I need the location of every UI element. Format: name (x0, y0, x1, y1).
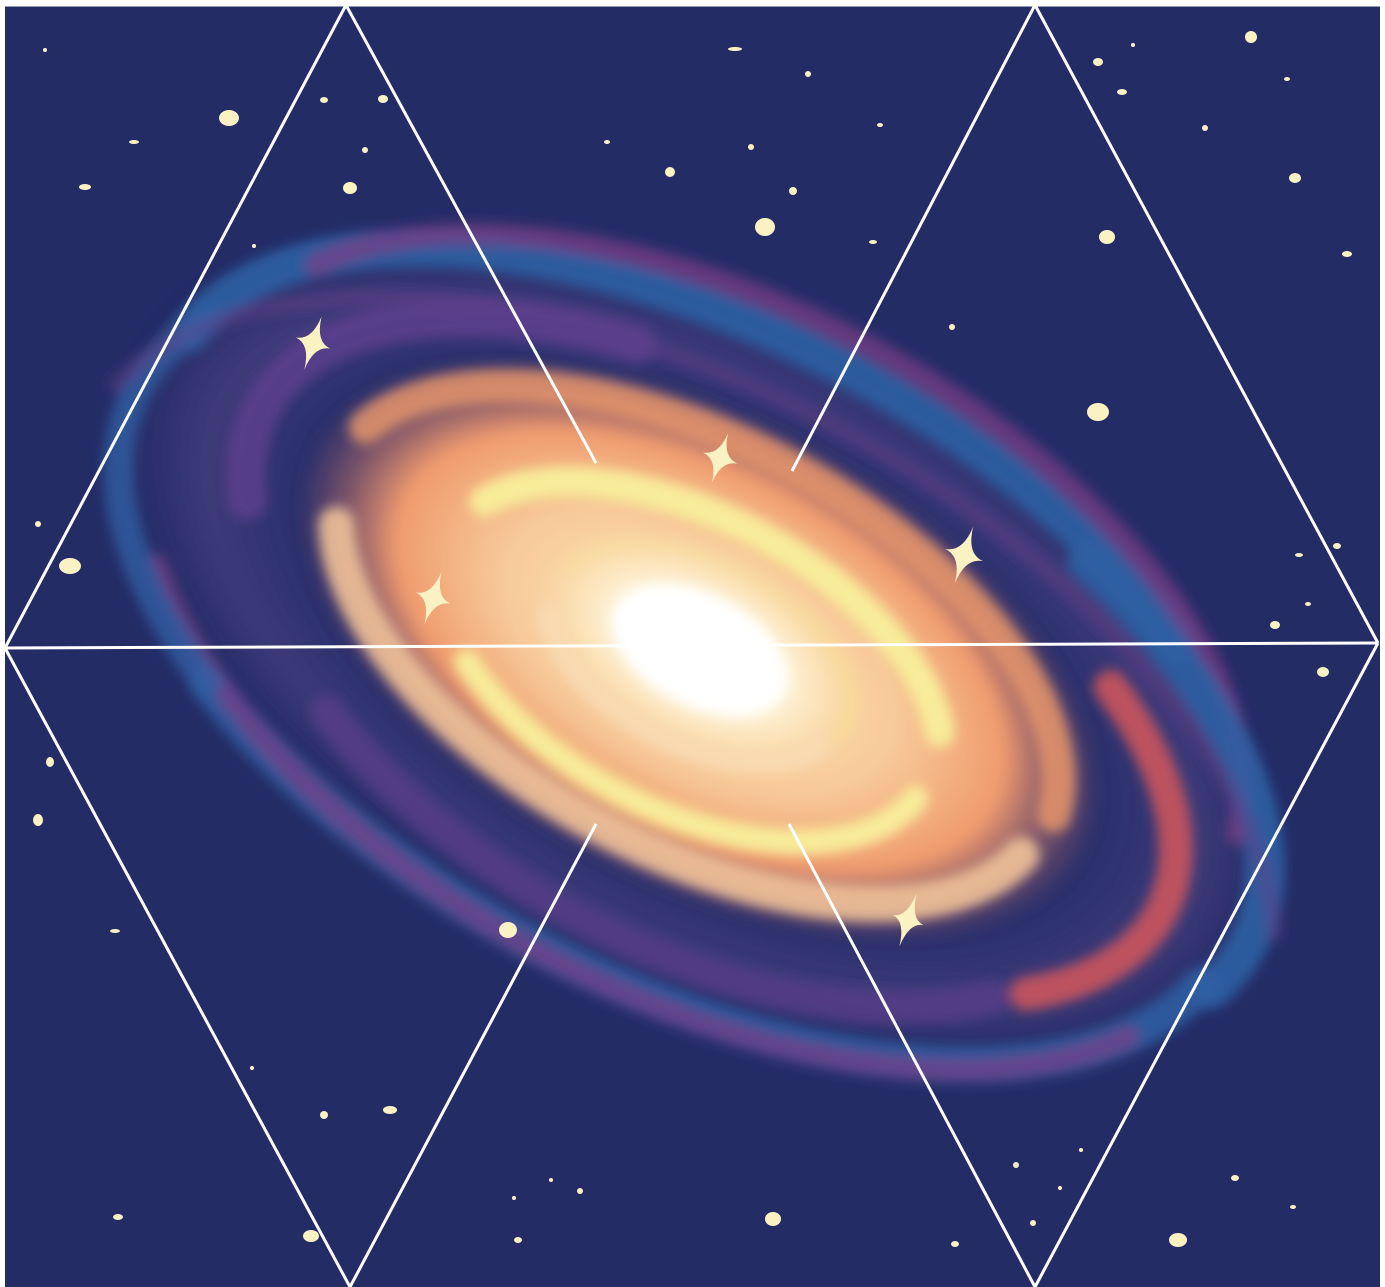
stars-layer (33, 31, 1352, 1247)
spiral-arms-outer (103, 223, 1286, 1083)
star-dot-icon (1087, 403, 1109, 421)
star-dot-icon (728, 47, 742, 51)
star-dot-icon (1317, 667, 1329, 677)
inner-arm-yellow-bottom (454, 649, 929, 855)
sparkle-icon (295, 316, 331, 370)
star-dot-icon (1099, 230, 1115, 244)
star-dot-icon (577, 1188, 583, 1194)
star-dot-icon (35, 521, 41, 527)
star-dot-icon (789, 187, 797, 195)
sparkle-icon (892, 893, 924, 947)
star-dot-icon (949, 324, 955, 330)
star-dot-icon (604, 140, 610, 144)
star-dot-icon (869, 240, 877, 244)
star-dot-icon (1305, 602, 1311, 606)
star-dot-icon (765, 1212, 781, 1226)
star-dot-icon (59, 558, 81, 574)
star-dot-icon (1169, 1233, 1187, 1247)
star-dot-icon (113, 1214, 123, 1220)
star-dot-icon (1079, 1148, 1083, 1152)
star-dot-icon (951, 1241, 959, 1247)
star-dot-icon (499, 922, 517, 938)
star-dot-icon (549, 1178, 553, 1182)
mid-arm-purple-bottom (310, 695, 1009, 1025)
star-dot-icon (1270, 621, 1280, 629)
star-dot-icon (33, 814, 43, 826)
mid-arm-purple-left (225, 297, 657, 520)
mid-arm-red-right (1009, 670, 1193, 1011)
triangle-outline-overlay (3, 1, 1380, 1287)
inner-arm-peach (318, 506, 1040, 922)
star-dot-icon (1333, 543, 1341, 549)
sparkle-icon (944, 526, 984, 584)
outer-arm-faint-purple (108, 289, 1283, 941)
star-dot-icon (1342, 251, 1352, 257)
bottom-left-triangle-outline (3, 647, 598, 1287)
star-dot-icon (250, 1066, 254, 1070)
star-dot-icon (514, 1237, 522, 1243)
star-dot-icon (805, 71, 811, 77)
star-dot-icon (343, 182, 357, 194)
outer-arm-purple-bottom (145, 553, 1140, 1081)
star-dot-icon (1284, 77, 1290, 81)
star-dot-icon (1245, 31, 1257, 43)
star-dot-icon (320, 1111, 328, 1119)
star-dot-icon (79, 184, 91, 190)
sparkles-layer (295, 316, 984, 947)
bottom-right-triangle-outline (787, 642, 1380, 1287)
sparkle-icon (702, 433, 738, 483)
inner-arm-yellow-top (469, 466, 955, 748)
star-dot-icon (1093, 58, 1103, 66)
star-dot-icon (512, 1196, 516, 1200)
star-dot-icon (1058, 1186, 1062, 1190)
star-dot-icon (43, 48, 47, 52)
star-dot-icon (1231, 1175, 1239, 1181)
sparkle-icon (415, 571, 451, 625)
galaxy-core-center (612, 584, 788, 716)
star-dot-icon (1289, 173, 1301, 183)
star-dot-icon (1030, 1220, 1036, 1226)
star-dot-icon (665, 167, 675, 177)
spiral-arms-mid (225, 297, 1193, 1025)
outer-arm-blue-top (170, 228, 1198, 664)
star-dot-icon (383, 1106, 397, 1114)
star-dot-icon (46, 757, 54, 767)
star-dot-icon (1295, 553, 1303, 557)
galaxy (103, 223, 1286, 1083)
star-dot-icon (110, 929, 120, 933)
outer-arm-blue-right (1066, 541, 1286, 1010)
star-dot-icon (1013, 1162, 1019, 1168)
star-dot-icon (1117, 89, 1127, 95)
horizontal-divider-line (4, 641, 1379, 650)
star-dot-icon (252, 244, 256, 248)
inner-arm-orange-outer (348, 369, 1076, 833)
star-dot-icon (877, 123, 883, 127)
star-dot-icon (378, 95, 388, 103)
star-dot-icon (1131, 43, 1135, 47)
star-dot-icon (1202, 125, 1208, 131)
star-dot-icon (362, 147, 368, 153)
star-dot-icon (1290, 1205, 1296, 1209)
star-dot-icon (755, 218, 775, 236)
star-dot-icon (303, 1230, 319, 1242)
star-dot-icon (219, 110, 239, 126)
star-dot-icon (129, 140, 139, 144)
star-dot-icon (320, 97, 328, 103)
star-dot-icon (748, 144, 754, 150)
